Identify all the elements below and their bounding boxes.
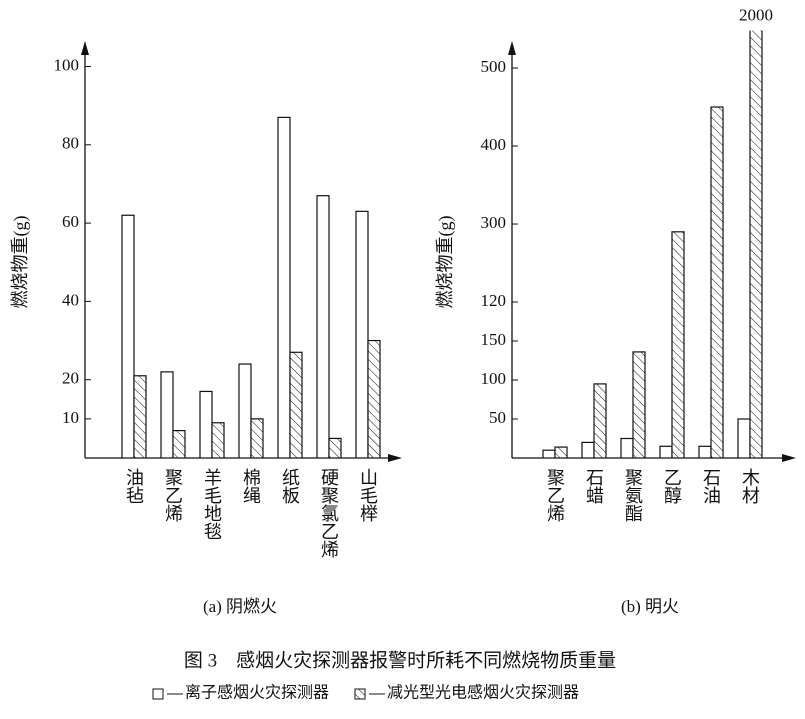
x-tick-label: 硬聚氯乙烯 — [319, 468, 339, 558]
bar — [121, 214, 135, 458]
bar — [554, 446, 568, 458]
legend-label: 离子感烟火灾探测器 — [185, 684, 329, 702]
y-tick-label: 100 — [481, 369, 507, 388]
bar — [367, 339, 381, 458]
bar — [710, 106, 724, 458]
bar — [659, 445, 673, 458]
x-tick-label: 羊毛地毯 — [202, 468, 222, 540]
bar — [581, 441, 595, 458]
bar — [593, 383, 607, 458]
y-tick-label: 50 — [489, 408, 506, 427]
bar — [737, 418, 751, 458]
y-tick-label: 120 — [481, 291, 507, 310]
y-axis-arrow — [508, 41, 516, 55]
x-tick-label: 石蜡 — [584, 468, 604, 504]
x-tick-label: 石油 — [701, 468, 721, 504]
y-tick-label: 40 — [62, 290, 79, 309]
bar — [542, 449, 556, 458]
bar — [749, 30, 763, 458]
y-tick-label: 100 — [54, 55, 80, 74]
y-tick-label: 400 — [481, 135, 507, 154]
bar — [160, 371, 174, 458]
x-axis-arrow — [388, 454, 402, 462]
y-tick-label: 300 — [481, 213, 507, 232]
x-tick-label: 木材 — [740, 468, 760, 504]
bar — [238, 363, 252, 458]
bar — [328, 437, 342, 458]
x-tick-label: 聚乙烯 — [545, 468, 565, 522]
bar — [632, 351, 646, 458]
y-axis-label: 燃烧物重(g) — [10, 216, 31, 309]
subtitle: (a) 阴燃火 — [203, 597, 277, 616]
legend-label: 减光型光电感烟火灾探测器 — [387, 684, 579, 702]
x-tick-label: 聚氨酯 — [623, 468, 643, 522]
y-tick-label: 150 — [481, 330, 507, 349]
x-tick-label: 纸板 — [280, 468, 300, 504]
x-tick-label: 油毡 — [124, 468, 144, 504]
bar — [316, 195, 330, 458]
y-axis-label: 燃烧物重(g) — [435, 216, 456, 309]
subtitle: (b) 明火 — [621, 597, 679, 616]
legend-swatch — [152, 688, 164, 700]
bar — [172, 429, 186, 458]
bar — [289, 351, 303, 458]
x-tick-label: 聚乙烯 — [163, 468, 183, 522]
bar — [355, 210, 369, 458]
bar — [277, 116, 291, 458]
bar — [698, 445, 712, 458]
bar — [199, 390, 213, 458]
y-tick-label: 500 — [481, 57, 507, 76]
legend-swatch — [354, 688, 366, 700]
bar — [133, 375, 147, 458]
bar — [671, 231, 685, 458]
x-axis-arrow — [782, 454, 796, 462]
x-tick-label: 山毛榉 — [358, 468, 378, 522]
y-tick-label: 80 — [62, 134, 79, 153]
bar — [250, 418, 264, 458]
bar — [620, 437, 634, 458]
y-tick-label: 20 — [62, 369, 79, 388]
figure-title: 图 3 感烟火灾探测器报警时所耗不同燃烧物质重量 — [184, 649, 616, 671]
value-label: 2000 — [739, 6, 773, 25]
bar — [211, 422, 225, 458]
y-tick-label: 10 — [62, 408, 79, 427]
x-tick-label: 乙醇 — [662, 468, 682, 504]
y-axis-arrow — [81, 41, 89, 55]
y-tick-label: 60 — [62, 212, 79, 231]
x-tick-label: 棉绳 — [241, 468, 261, 504]
